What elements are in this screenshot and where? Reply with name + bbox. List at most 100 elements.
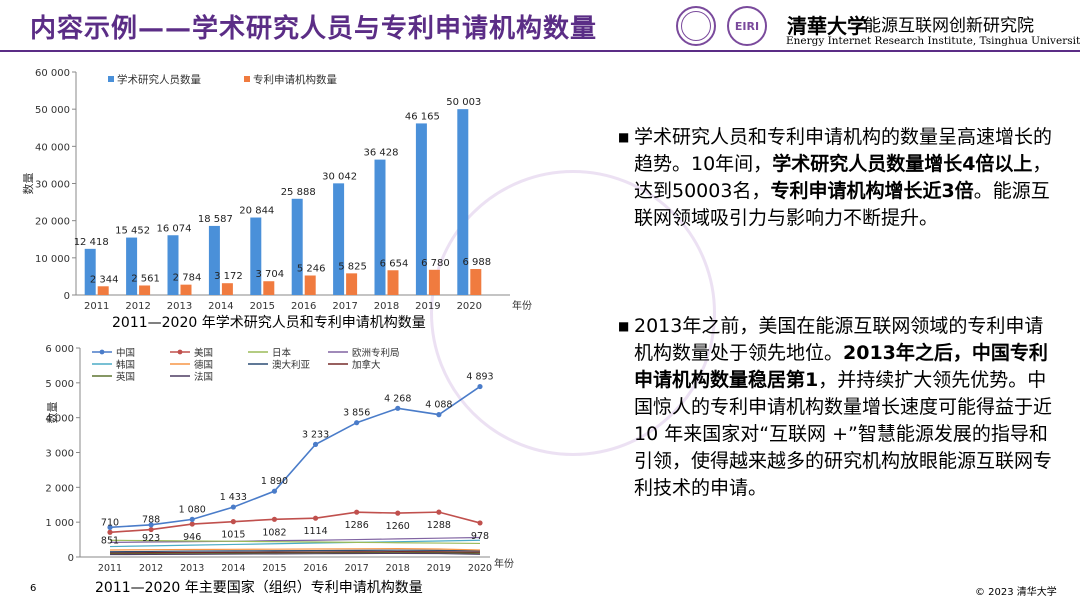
bar-institutions-2015 bbox=[263, 281, 275, 295]
series-line-欧洲专利局 bbox=[109, 536, 481, 543]
x-tick-label: 2018 bbox=[386, 563, 410, 574]
data-label: 30 042 bbox=[322, 171, 357, 182]
line-chart-caption: 2011—2020 年主要国家（组织）专利申请机构数量 bbox=[95, 580, 423, 596]
data-point bbox=[148, 526, 154, 533]
bullet-2-segment: 2013年之前，美国在能源互联网领域的专利申请机构数量处于领先地位。 bbox=[634, 315, 1044, 364]
bullet-1-segment: 学术研究人员和专利申请机构的数量呈高速增长的趋势。10年间， bbox=[634, 126, 1053, 175]
x-tick-label: 2013 bbox=[180, 563, 204, 574]
data-label: 2 344 bbox=[90, 274, 119, 285]
data-label: 12 418 bbox=[74, 237, 109, 248]
data-label: 16 074 bbox=[157, 223, 192, 234]
x-tick-label: 2014 bbox=[208, 301, 233, 312]
university-seal-logo bbox=[676, 6, 716, 46]
data-point bbox=[436, 509, 442, 515]
china-data-label: 1 890 bbox=[261, 476, 288, 487]
usa-data-label: 710 bbox=[101, 517, 119, 528]
bar-researchers-2013 bbox=[167, 235, 179, 295]
legend-label: 中国 bbox=[116, 347, 135, 359]
y-tick-label: 5 000 bbox=[45, 379, 74, 390]
china-data-label: 3 856 bbox=[343, 408, 370, 419]
legend-marker bbox=[99, 349, 105, 355]
series-line-中国 bbox=[109, 385, 481, 529]
x-axis-label: 年份 bbox=[494, 557, 514, 570]
data-point bbox=[148, 522, 154, 528]
x-tick-label: 2011 bbox=[84, 301, 109, 312]
usa-data-label: 788 bbox=[142, 515, 160, 526]
y-tick-label: 40 000 bbox=[35, 142, 70, 153]
y-tick-label: 1 000 bbox=[45, 518, 74, 529]
china-data-label: 4 088 bbox=[425, 400, 452, 411]
bar-researchers-2020 bbox=[457, 109, 469, 295]
bar-chart-caption: 2011—2020 年学术研究人员和专利申请机构数量 bbox=[112, 315, 426, 331]
y-axis-label: 数量 bbox=[46, 402, 59, 424]
bar-institutions-2012 bbox=[139, 285, 151, 295]
bar-researchers-2017 bbox=[333, 183, 345, 295]
data-label: 20 844 bbox=[239, 206, 274, 217]
legend-label: 专利申请机构数量 bbox=[253, 73, 337, 86]
y-tick-label: 60 000 bbox=[35, 68, 70, 79]
data-point bbox=[271, 516, 278, 522]
y-tick-label: 10 000 bbox=[35, 254, 70, 265]
usa-data-label: 1288 bbox=[427, 520, 451, 531]
y-tick-label: 4 000 bbox=[45, 414, 74, 425]
bar-institutions-2020 bbox=[470, 269, 482, 295]
x-tick-label: 2020 bbox=[457, 301, 482, 312]
header-divider bbox=[0, 50, 1080, 52]
legend-swatch bbox=[244, 76, 250, 82]
series-line-澳大利亚 bbox=[109, 549, 481, 553]
data-point bbox=[107, 529, 113, 535]
bullet-2-segment: 2013年之后，中国专利申请机构数量稳居第1 bbox=[634, 342, 1048, 391]
x-tick-label: 2017 bbox=[345, 563, 369, 574]
usa-data-label: 1114 bbox=[303, 526, 327, 537]
data-point bbox=[230, 519, 236, 525]
bar-chart: 0 10 000 20 000 30 000 40 000 50 000 60 000 数量 2… bbox=[22, 68, 532, 312]
bar-researchers-2012 bbox=[126, 237, 138, 295]
university-name: 清華大学 bbox=[787, 14, 867, 38]
legend-label: 美国 bbox=[194, 347, 213, 359]
y-tick-label: 6 000 bbox=[45, 344, 74, 355]
data-point bbox=[477, 383, 483, 390]
bar-researchers-2016 bbox=[291, 198, 303, 295]
data-point bbox=[189, 516, 195, 522]
bullet-point-2: ■ 2013年之前，美国在能源互联网领域的专利申请机构数量处于领先地位。2013年… bbox=[618, 315, 1053, 499]
legend-label: 澳大利亚 bbox=[272, 359, 311, 371]
data-point bbox=[230, 504, 236, 510]
bar-institutions-2016 bbox=[304, 275, 316, 295]
data-point bbox=[477, 520, 483, 526]
china-data-label: 923 bbox=[142, 533, 160, 544]
x-tick-label: 2015 bbox=[262, 563, 286, 574]
x-tick-label: 2012 bbox=[125, 301, 150, 312]
usa-data-label: 946 bbox=[183, 532, 201, 543]
data-label: 6 988 bbox=[462, 257, 491, 268]
bullet-1-segment: ，达到50003名， bbox=[634, 153, 1052, 202]
x-tick-label: 2013 bbox=[167, 301, 192, 312]
eiri-logo: EIRI bbox=[727, 6, 767, 46]
bar-institutions-2017 bbox=[346, 273, 358, 295]
bar-researchers-2015 bbox=[250, 217, 262, 295]
data-label: 6 780 bbox=[421, 258, 450, 269]
china-data-label: 1 433 bbox=[220, 492, 247, 503]
y-tick-label: 0 bbox=[64, 291, 70, 302]
legend-label: 日本 bbox=[272, 347, 292, 359]
series-line-日本 bbox=[109, 539, 481, 545]
data-point bbox=[436, 412, 442, 418]
x-tick-label: 2011 bbox=[98, 563, 122, 574]
series-line-英国 bbox=[109, 551, 481, 555]
legend-label: 英国 bbox=[116, 371, 135, 383]
y-tick-label: 50 000 bbox=[35, 105, 70, 116]
legend-marker bbox=[177, 349, 183, 355]
data-point bbox=[271, 488, 278, 494]
institute-name-en: Energy Internet Research Institute, Tsin… bbox=[786, 35, 1080, 47]
data-label: 18 587 bbox=[198, 214, 233, 225]
series-line-韩国 bbox=[109, 539, 481, 548]
data-label: 15 452 bbox=[115, 226, 150, 237]
legend-swatch bbox=[108, 76, 114, 82]
data-label: 2 561 bbox=[131, 273, 160, 284]
page-number: 6 bbox=[30, 583, 37, 594]
bar-researchers-2018 bbox=[374, 159, 386, 295]
usa-data-label: 1260 bbox=[386, 521, 410, 532]
usa-data-label: 1015 bbox=[221, 530, 245, 541]
data-label: 25 888 bbox=[281, 187, 316, 198]
usa-data-label: 1082 bbox=[262, 527, 286, 538]
bullet-1-segment: 专利申请机构增长近3倍 bbox=[770, 180, 974, 202]
